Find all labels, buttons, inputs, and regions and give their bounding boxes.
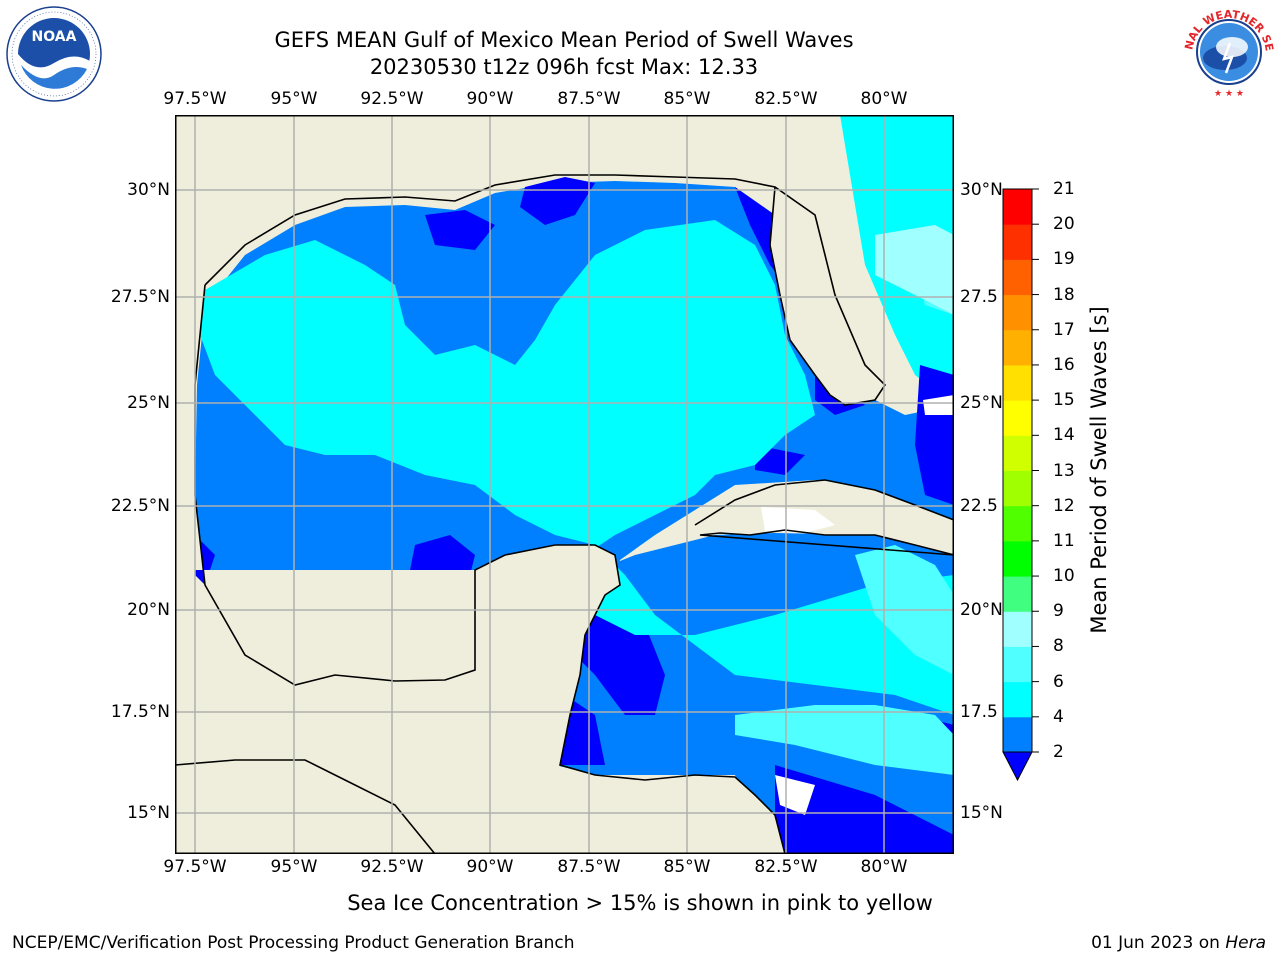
lat-label-right: 30°N [960, 180, 1003, 200]
colorbar-tick-label: 15 [1053, 390, 1075, 411]
lon-label-top: 85°W [663, 89, 711, 109]
colorbar-tick-label: 14 [1053, 425, 1075, 446]
lon-label-top: 97.5°W [163, 89, 227, 109]
colorbar-segment [1003, 224, 1032, 260]
lon-label-top: 92.5°W [360, 89, 424, 109]
lat-label-left: 27.5°N [110, 287, 170, 307]
chart-subtitle: 20230530 t12z 096h fcst Max: 12.33 [369, 55, 759, 79]
lat-label-left: 20°N [127, 600, 170, 620]
lat-label-right: 15°N [960, 803, 1003, 823]
colorbar-tick-label: 6 [1053, 671, 1064, 692]
colorbar-segment [1003, 646, 1032, 683]
colorbar-segment [1003, 716, 1032, 753]
lat-label-left: 15°N [127, 803, 170, 823]
svg-text:NOAA: NOAA [32, 29, 77, 45]
colorbar-label: Mean Period of Swell Waves [s] [1087, 306, 1111, 634]
lat-label-right: 20°N [960, 600, 1003, 620]
lon-label-top: 90°W [466, 89, 514, 109]
graticule [175, 115, 954, 854]
gulf-of-mexico-map [175, 115, 954, 854]
footer-host: Hera [1225, 933, 1266, 953]
svg-text:★ ★ ★: ★ ★ ★ [1214, 89, 1244, 99]
colorbar-segment [1003, 540, 1032, 577]
colorbar-segment [1003, 329, 1032, 366]
colorbar-segment [1003, 611, 1032, 647]
lon-label-bottom: 80°W [860, 857, 908, 877]
colorbar-segment [1003, 259, 1032, 296]
colorbar-segment [1003, 364, 1032, 401]
colorbar-tick-label: 10 [1053, 566, 1075, 587]
colorbar-tick-label: 8 [1053, 636, 1064, 657]
florida-land [770, 187, 885, 405]
sea-ice-note: Sea Ice Concentration > 15% is shown in … [347, 891, 933, 915]
colorbar-segment [1003, 470, 1032, 507]
chart-title: GEFS MEAN Gulf of Mexico Mean Period of … [274, 28, 854, 52]
colorbar-tick-label: 11 [1053, 530, 1075, 551]
colorbar-tick-label: 9 [1053, 601, 1064, 622]
colorbar-segment [1003, 189, 1032, 225]
colorbar-segment [1003, 681, 1032, 718]
colorbar [1002, 188, 1039, 782]
colorbar-tick-label: 21 [1053, 179, 1075, 199]
lat-label-right: 25°N [960, 393, 1003, 413]
lon-label-bottom: 97.5°W [163, 857, 227, 877]
lon-label-bottom: 90°W [466, 857, 514, 877]
nws-logo: NATIONAL WEATHER SERVICE ★ ★ ★ [1180, 3, 1276, 99]
lat-label-left: 17.5°N [110, 702, 170, 722]
lat-label-right: 17.5 [960, 702, 998, 722]
lon-label-bottom: 87.5°W [557, 857, 621, 877]
lon-label-top: 95°W [270, 89, 318, 109]
lon-label-top: 80°W [860, 89, 908, 109]
lon-label-bottom: 82.5°W [754, 857, 818, 877]
colorbar-under-extension [1002, 751, 1033, 782]
colorbar-tick-label: 17 [1053, 319, 1075, 340]
colorbar-segment [1003, 400, 1032, 436]
footer-date: 01 Jun 2023 on Hera [1091, 933, 1266, 953]
colorbar-tick-label: 12 [1053, 495, 1075, 516]
lat-label-left: 22.5°N [110, 496, 170, 516]
lat-label-right: 22.5 [960, 496, 998, 516]
colorbar-tick-label: 4 [1053, 706, 1064, 727]
colorbar-tick-label: 20 [1053, 214, 1075, 235]
colorbar-tick-label: 16 [1053, 354, 1075, 375]
noaa-logo: NOAA [6, 6, 102, 102]
colorbar-segment [1003, 576, 1032, 612]
cyan-swell-region [200, 220, 954, 715]
lon-label-bottom: 95°W [270, 857, 318, 877]
colorbar-tick-label: 19 [1053, 249, 1075, 270]
lat-label-right: 27.5 [960, 287, 998, 307]
colorbar-segment [1003, 435, 1032, 471]
lat-label-left: 30°N [127, 180, 170, 200]
colorbar-tick-label: 13 [1053, 460, 1075, 481]
yucatan-land [175, 545, 620, 854]
footer-credit: NCEP/EMC/Verification Post Processing Pr… [12, 933, 575, 953]
lat-label-left: 25°N [127, 393, 170, 413]
lon-label-top: 87.5°W [557, 89, 621, 109]
colorbar-tick-label: 2 [1053, 742, 1064, 762]
lon-label-bottom: 85°W [663, 857, 711, 877]
colorbar-segment [1003, 294, 1032, 331]
colorbar-tick-label: 18 [1053, 284, 1075, 305]
colorbar-segment [1003, 505, 1032, 542]
lon-label-top: 82.5°W [754, 89, 818, 109]
lon-label-bottom: 92.5°W [360, 857, 424, 877]
